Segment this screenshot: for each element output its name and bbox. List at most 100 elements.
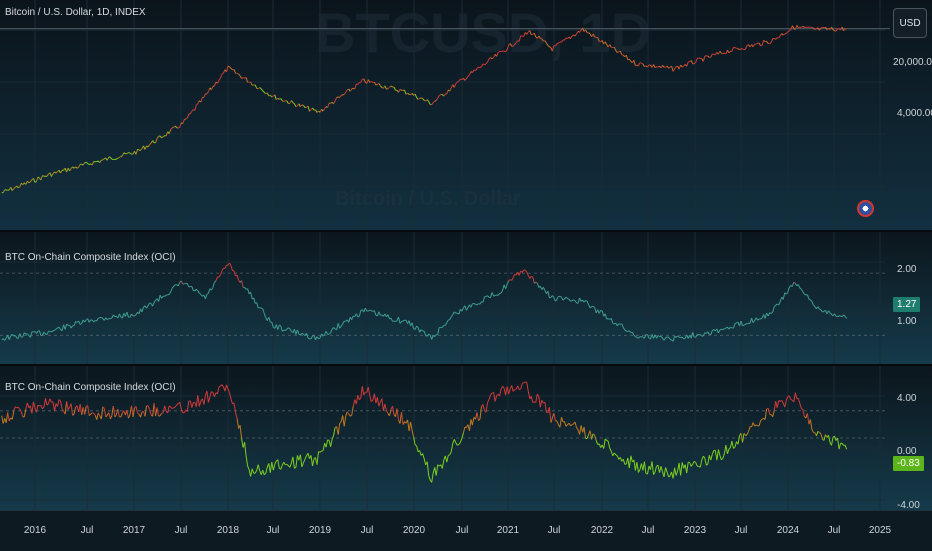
oci2-segment: [246, 456, 248, 466]
price-segment: [486, 62, 488, 64]
oci1-segment: [605, 314, 607, 319]
oci1-segment: [451, 315, 453, 317]
price-segment: [103, 159, 105, 160]
oci2-segment: [287, 464, 289, 465]
oci2-segment: [432, 473, 434, 482]
oci2-segment: [91, 413, 93, 414]
oci1-segment: [810, 300, 812, 302]
oci1-segment: [162, 296, 164, 298]
oci2-segment: [97, 413, 99, 420]
oci2-segment: [555, 421, 557, 422]
oci1-segment: [744, 324, 746, 325]
oci2-segment: [789, 396, 791, 400]
oci1-segment: [638, 337, 640, 339]
oci1-segment: [403, 320, 405, 321]
oci1-segment: [771, 312, 773, 313]
oci1-segment: [368, 310, 370, 311]
x-tick-label: 2020: [403, 525, 426, 536]
oci2-segment: [168, 406, 170, 413]
oci2-segment: [382, 399, 384, 411]
oci1-segment: [349, 317, 351, 322]
price-segment: [379, 83, 381, 85]
price-segment: [174, 126, 176, 127]
oci-pane-1[interactable]: BTC On-Chain Composite Index (OCI) 2.00 …: [0, 232, 932, 364]
oci2-segment: [423, 454, 425, 459]
oci1-segment: [477, 304, 479, 305]
price-segment: [30, 180, 32, 182]
oci1-segment: [421, 330, 423, 332]
price-segment: [73, 167, 75, 168]
price-segment: [519, 36, 521, 42]
oci2-segment: [503, 386, 505, 388]
price-segment: [672, 66, 674, 71]
price-segment: [785, 33, 787, 34]
price-segment: [385, 86, 387, 89]
price-segment: [417, 98, 419, 100]
oci2-segment: [20, 409, 22, 412]
currency-button[interactable]: USD: [893, 8, 927, 38]
oci2-segment: [703, 456, 705, 458]
price-segment: [832, 27, 834, 30]
oci1-segment: [311, 336, 313, 339]
oci1-segment: [24, 333, 26, 334]
oci2-segment: [712, 451, 714, 455]
price-segment: [52, 174, 54, 177]
price-segment: [783, 34, 785, 35]
oci2-segment: [128, 415, 130, 418]
price-segment: [626, 55, 628, 60]
price-segment: [55, 172, 57, 173]
oci2-segment: [596, 440, 598, 444]
oci2-segment: [717, 450, 719, 461]
oci1-segment: [59, 327, 61, 329]
oci2-segment: [251, 469, 253, 477]
oci2-segment: [346, 412, 348, 417]
oci2-segment: [199, 401, 201, 407]
oci2-pane-title: BTC On-Chain Composite Index (OCI): [5, 382, 176, 393]
oci2-segment: [637, 462, 639, 472]
price-segment: [260, 88, 262, 89]
price-segment: [746, 45, 748, 49]
oci2-segment: [818, 431, 820, 432]
price-pane[interactable]: BTCUSD, 1D Bitcoin / U.S. Dollar Bitcoin…: [0, 0, 932, 230]
oci1-segment: [248, 289, 250, 294]
oci1-segment: [290, 329, 292, 332]
oci1-segment: [845, 316, 847, 318]
oci1-segment: [396, 321, 398, 322]
price-segment: [89, 164, 91, 165]
oci2-segment: [252, 469, 254, 473]
price-segment: [243, 78, 245, 79]
price-segment: [184, 119, 186, 120]
price-segment: [213, 86, 215, 87]
oci1-segment: [619, 324, 621, 325]
oci2-segment: [700, 460, 702, 467]
oci2-segment: [417, 446, 419, 452]
x-tick-label: Jul: [548, 525, 561, 536]
oci1-segment: [466, 308, 468, 311]
oci2-segment: [393, 406, 395, 414]
price-segment: [516, 41, 518, 43]
oci-pane-2[interactable]: BTC On-Chain Composite Index (OCI) 4.00 …: [0, 366, 932, 510]
oci2-segment: [347, 412, 349, 414]
oci2-segment: [571, 425, 573, 426]
oci2-segment: [177, 404, 179, 406]
price-segment: [343, 94, 345, 95]
price-segment: [708, 56, 710, 57]
oci2-segment: [829, 435, 831, 442]
oci1-segment: [107, 319, 109, 320]
price-segment: [175, 126, 177, 128]
oci1-segment: [753, 321, 755, 323]
oci1-segment: [780, 297, 782, 301]
oci2-segment: [370, 396, 372, 402]
price-segment: [3, 190, 4, 193]
oci1-segment: [625, 330, 627, 331]
oci2-segment: [592, 434, 594, 440]
price-segment: [703, 56, 705, 61]
price-segment: [304, 106, 306, 108]
oci1-segment: [700, 335, 702, 337]
oci1-segment: [147, 306, 149, 309]
price-segment: [617, 52, 619, 53]
price-segment: [429, 102, 431, 105]
price-segment: [515, 43, 517, 45]
oci1-segment: [263, 309, 265, 314]
